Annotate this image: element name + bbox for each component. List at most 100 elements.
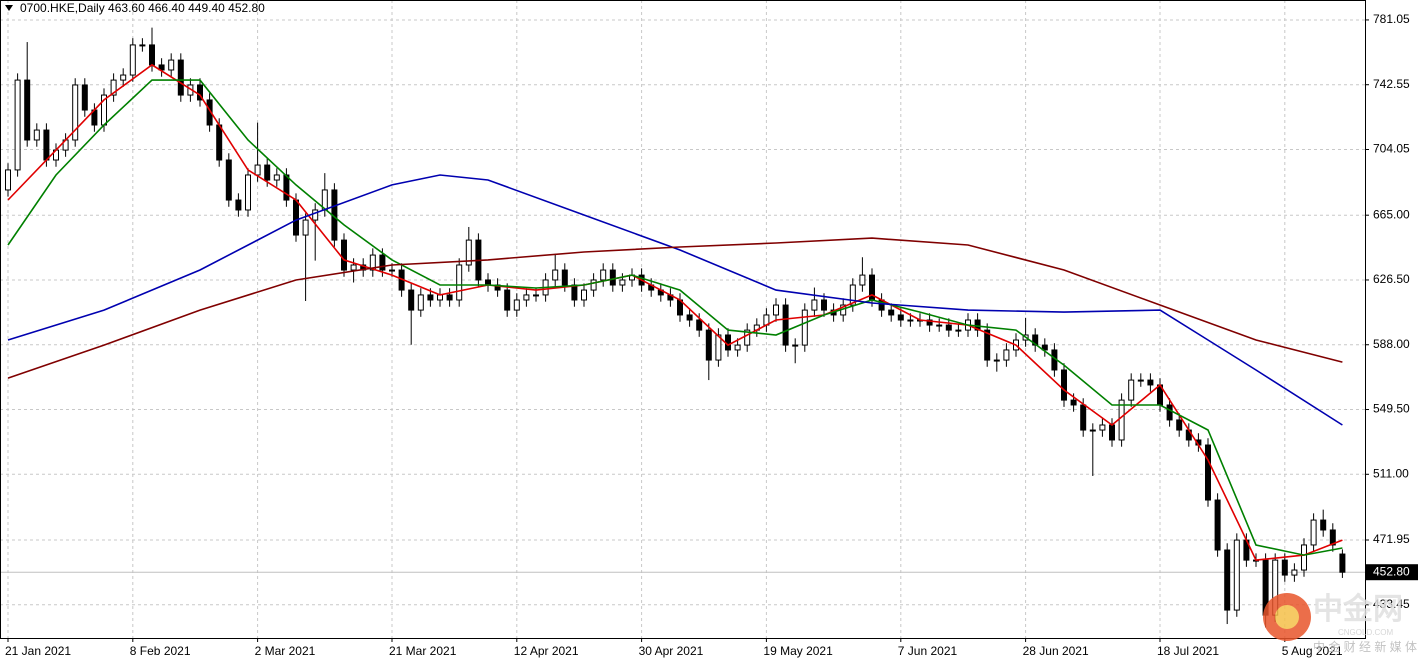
candle-body bbox=[955, 329, 962, 332]
candle-body bbox=[888, 309, 895, 316]
candle-body bbox=[245, 174, 251, 211]
candle-body bbox=[897, 314, 904, 321]
candle-body bbox=[43, 129, 50, 161]
candle-body bbox=[389, 269, 395, 272]
candle-body bbox=[1291, 569, 1298, 576]
candle-body bbox=[341, 239, 347, 271]
candle-body bbox=[5, 169, 11, 191]
candle-body bbox=[1099, 424, 1106, 431]
watermark-url: CNGOLD.COM bbox=[1338, 628, 1393, 637]
x-tick-label: 21 Jan 2021 bbox=[5, 644, 71, 658]
candle-body bbox=[782, 304, 789, 346]
candle-body bbox=[273, 174, 280, 181]
candle-body bbox=[197, 84, 203, 101]
candle-body bbox=[408, 289, 415, 311]
candle-body bbox=[1329, 529, 1336, 546]
candle-body bbox=[312, 209, 319, 221]
current-price-box bbox=[1366, 564, 1418, 581]
candle-body bbox=[14, 79, 21, 171]
x-tick-label: 21 Mar 2021 bbox=[389, 644, 457, 658]
candle-body bbox=[216, 124, 223, 161]
candle-body bbox=[1214, 499, 1221, 551]
x-tick-label: 2 Mar 2021 bbox=[255, 644, 316, 658]
candle-body bbox=[168, 59, 175, 71]
candle-body bbox=[907, 319, 914, 322]
candle-body bbox=[1301, 544, 1307, 571]
candle-body bbox=[571, 284, 578, 301]
y-tick-label: 433.45 bbox=[1373, 597, 1410, 611]
candle-body bbox=[158, 64, 165, 71]
candle-body bbox=[139, 44, 146, 47]
candle-body bbox=[110, 79, 117, 96]
collapse-icon[interactable] bbox=[5, 5, 13, 11]
candle-body bbox=[81, 84, 88, 111]
candle-body bbox=[705, 329, 712, 361]
candle-body bbox=[801, 309, 808, 346]
candle-body bbox=[821, 299, 827, 311]
candle-body bbox=[1128, 379, 1135, 401]
x-tick-label: 7 Jun 2021 bbox=[898, 644, 958, 658]
y-tick-label: 471.95 bbox=[1373, 532, 1410, 546]
candle-body bbox=[225, 159, 232, 201]
candle-body bbox=[513, 299, 520, 311]
candle-body bbox=[456, 264, 463, 301]
candle-body bbox=[523, 294, 530, 301]
candle-body bbox=[1205, 444, 1211, 501]
candle-body bbox=[619, 279, 626, 286]
candle-body bbox=[1061, 369, 1067, 401]
candle-body bbox=[945, 324, 952, 331]
candle-body bbox=[600, 269, 607, 281]
candle-body bbox=[293, 199, 299, 236]
x-tick-label: 30 Apr 2021 bbox=[639, 644, 704, 658]
candle-body bbox=[283, 174, 290, 201]
watermark-text: 中金网 bbox=[1313, 592, 1403, 626]
candle-body bbox=[686, 314, 693, 321]
candle-body bbox=[1041, 344, 1048, 351]
candle-body bbox=[235, 199, 242, 211]
candle-body bbox=[590, 279, 597, 291]
candle-body bbox=[859, 274, 866, 286]
candle-body bbox=[1109, 424, 1115, 441]
x-tick-label: 5 Aug 2021 bbox=[1282, 644, 1343, 658]
candle-body bbox=[1281, 559, 1288, 576]
moving-average bbox=[7, 63, 1343, 561]
candle-body bbox=[1233, 539, 1240, 611]
candle-body bbox=[254, 164, 261, 176]
y-tick-label: 511.00 bbox=[1373, 466, 1409, 480]
candle-body bbox=[149, 44, 155, 66]
moving-average bbox=[7, 237, 1343, 379]
candle-body bbox=[1224, 549, 1231, 611]
candle-body bbox=[427, 294, 434, 301]
candle-body bbox=[936, 324, 943, 327]
candle-body bbox=[552, 269, 559, 281]
candle-body bbox=[465, 239, 472, 266]
candle-body bbox=[1137, 379, 1144, 382]
y-tick-label: 549.50 bbox=[1373, 402, 1410, 416]
y-tick-label: 626.50 bbox=[1373, 272, 1410, 286]
candle-body bbox=[849, 284, 856, 306]
candle-body bbox=[1003, 349, 1010, 361]
x-tick-label: 19 May 2021 bbox=[763, 644, 833, 658]
candle-body bbox=[264, 164, 271, 181]
candle-body bbox=[379, 254, 386, 271]
candle-body bbox=[72, 84, 79, 141]
candle-body bbox=[417, 294, 424, 311]
candle-body bbox=[177, 59, 184, 96]
watermark: 中金网 CNGOLD.COM 中 金 财 经 新 媒 体 bbox=[1263, 592, 1417, 654]
candle-body bbox=[206, 99, 213, 126]
candle-body bbox=[504, 289, 511, 311]
y-tick-label: 704.05 bbox=[1373, 142, 1410, 156]
candle-body bbox=[1166, 404, 1173, 421]
x-tick-label: 8 Feb 2021 bbox=[130, 644, 191, 658]
candle-body bbox=[369, 254, 376, 271]
candle-body bbox=[1147, 379, 1154, 386]
x-tick-label: 18 Jul 2021 bbox=[1157, 644, 1219, 658]
candle-body bbox=[533, 294, 539, 297]
candle-body bbox=[993, 359, 1000, 362]
candle-body bbox=[1070, 399, 1077, 406]
candle-body bbox=[446, 294, 453, 301]
candle-body bbox=[1089, 429, 1096, 432]
watermark-tagline: 中 金 财 经 新 媒 体 bbox=[1313, 639, 1417, 654]
x-tick-label: 28 Jun 2021 bbox=[1023, 644, 1089, 658]
